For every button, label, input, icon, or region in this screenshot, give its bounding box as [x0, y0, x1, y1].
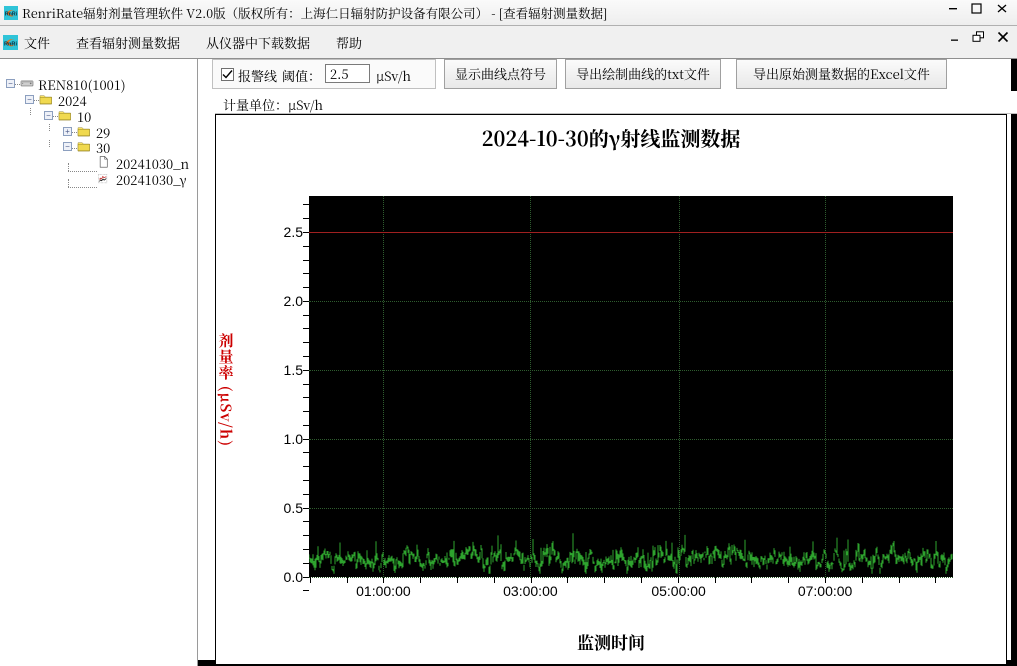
svg-text:RnRi: RnRi [5, 11, 18, 17]
svg-text:RnRi: RnRi [4, 41, 18, 47]
